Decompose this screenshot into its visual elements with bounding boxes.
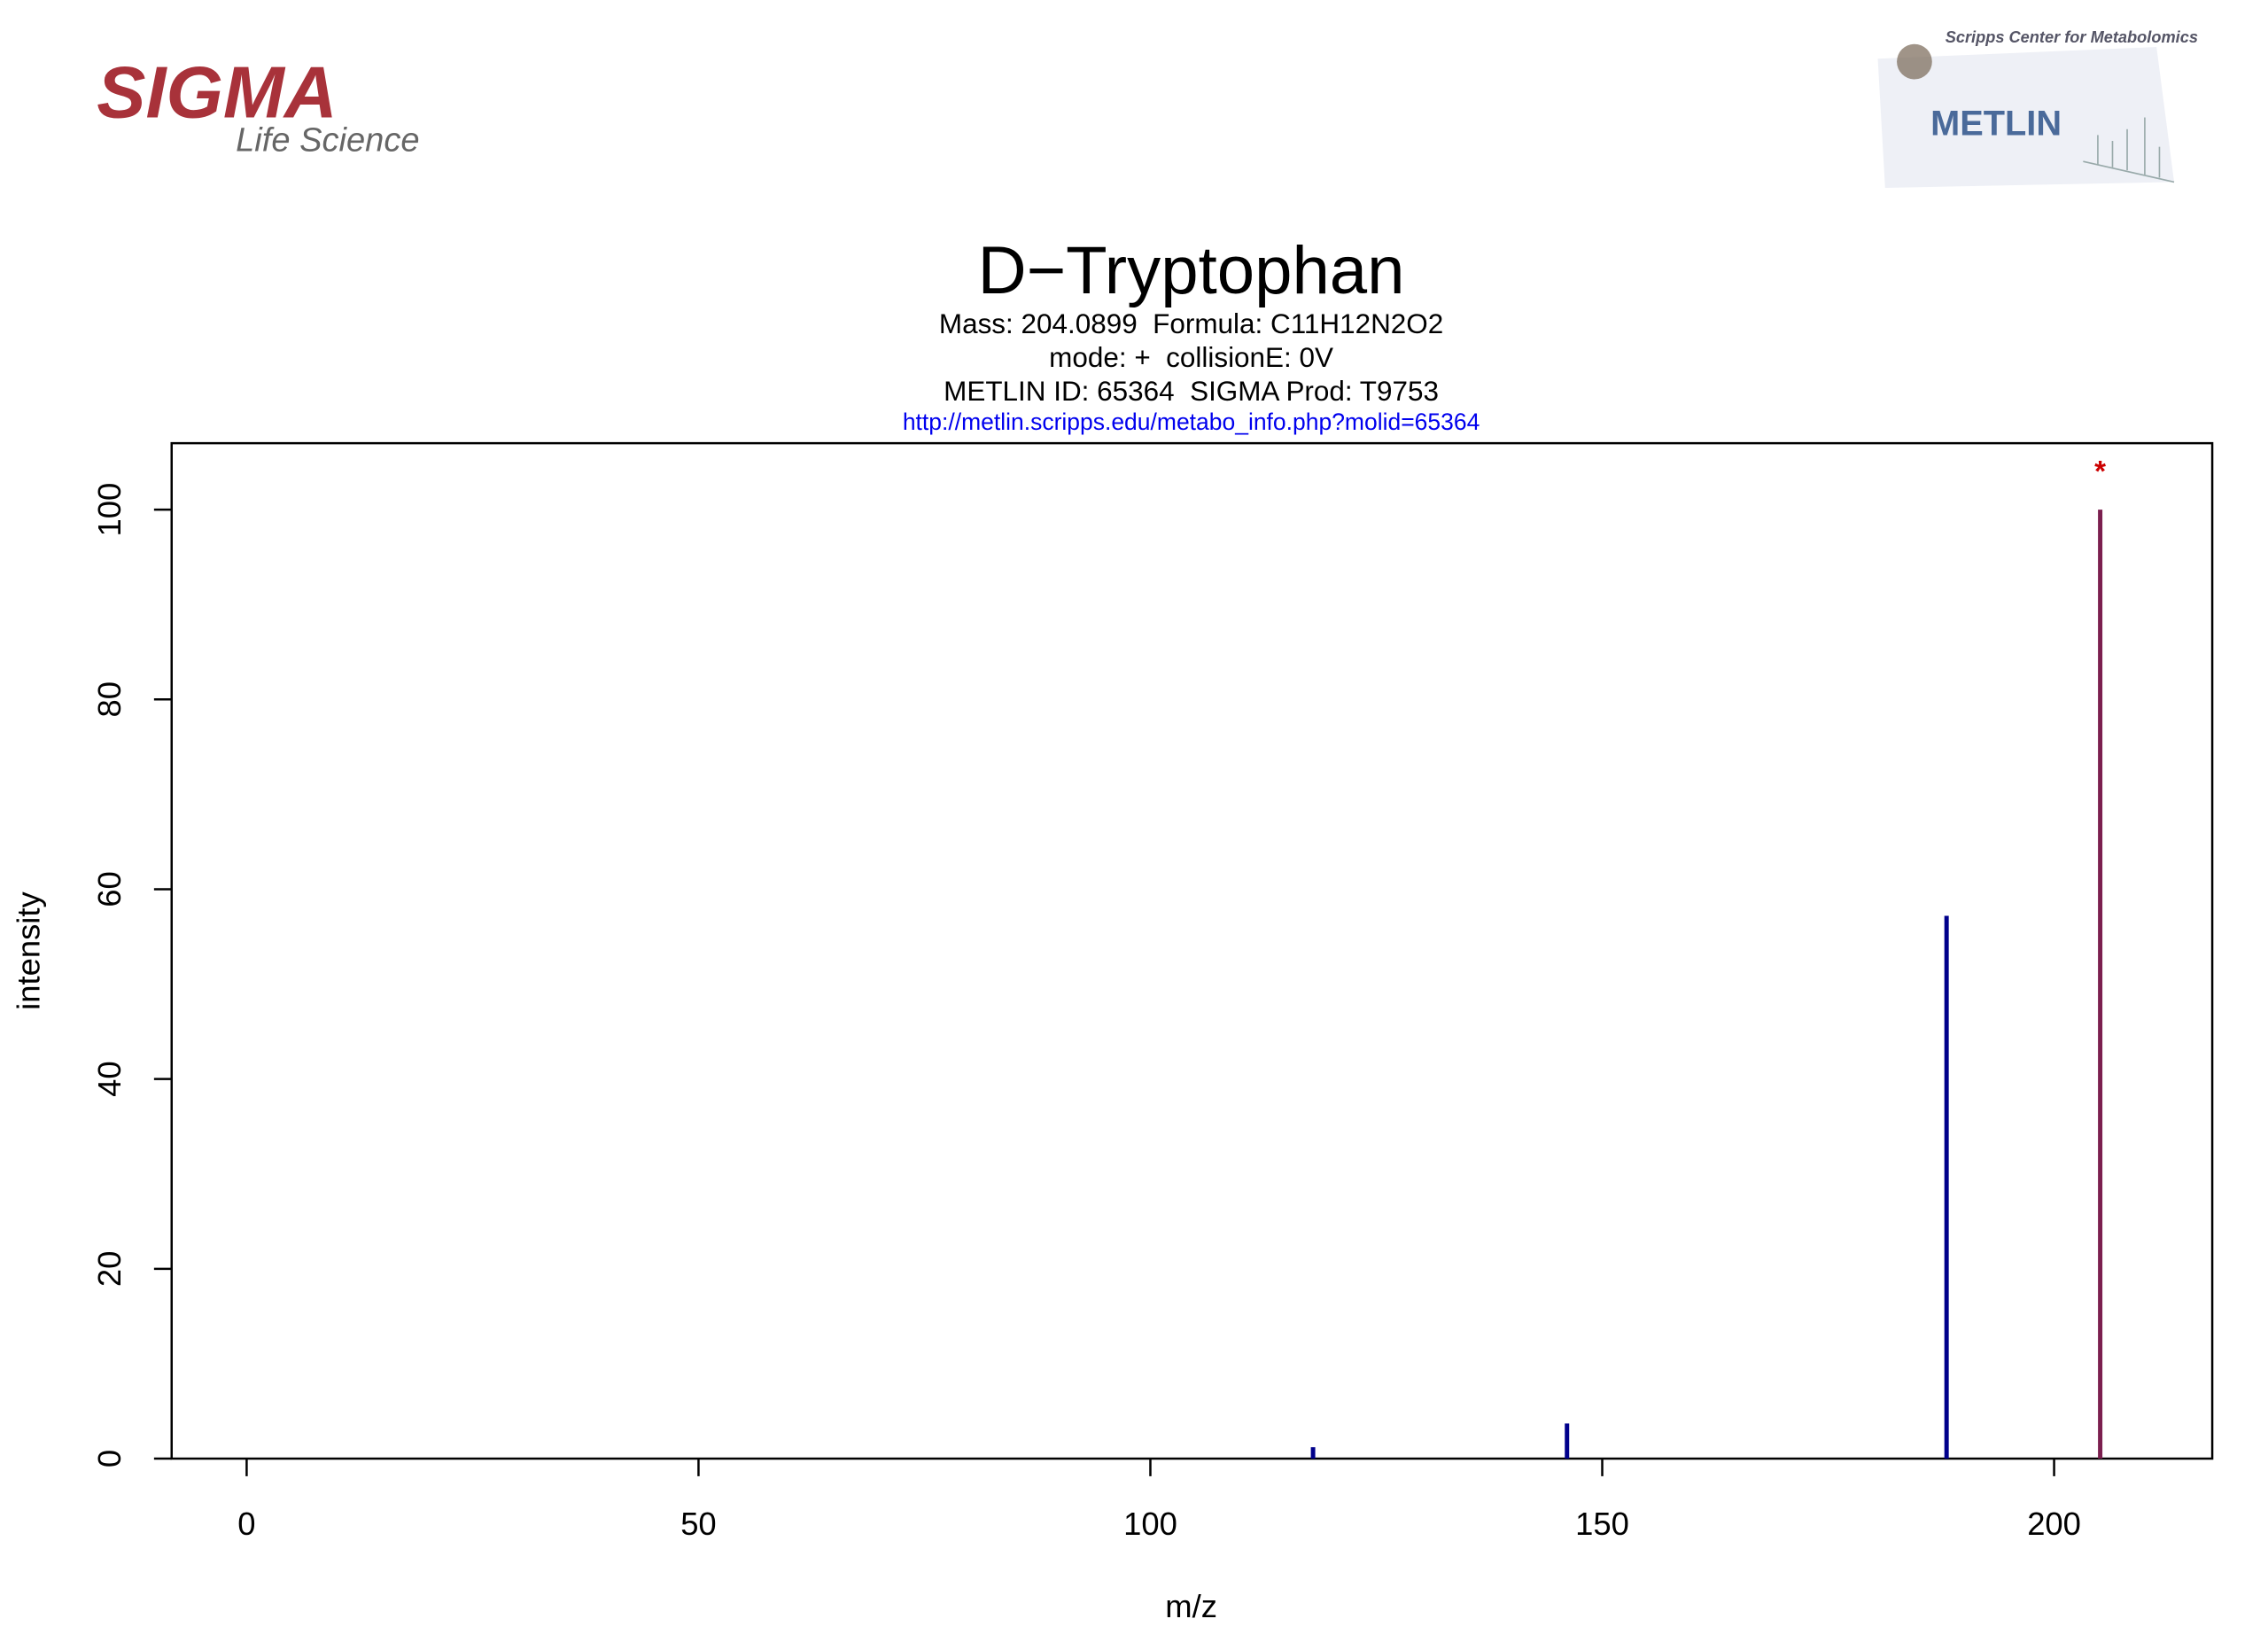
subtitle: Mass: 204.0899 Formula: C11H12N2O2	[939, 308, 1443, 339]
logo-name: METLIN	[1930, 104, 2062, 143]
annotation: *	[2094, 455, 2106, 488]
chart-title: D−Tryptophan	[978, 233, 1405, 308]
x-tick-label: 200	[2027, 1506, 2081, 1542]
logo-lines	[2083, 117, 2175, 183]
y-tick-label: 80	[91, 681, 128, 718]
logo-molecule	[1897, 43, 1932, 80]
y-tick-label: 60	[91, 871, 128, 907]
logo-name: SIGMA	[97, 51, 337, 134]
y-tick-label: 40	[91, 1061, 128, 1097]
sigma-logo: SIGMA Life Science	[97, 51, 419, 160]
metlin-logo: Scripps Center for Metabolomics METLIN	[1877, 28, 2198, 189]
link[interactable]: http://metlin.scripps.edu/metabo_info.ph…	[903, 409, 1480, 435]
y-tick-label: 100	[91, 483, 128, 537]
y-tick-label: 20	[91, 1251, 128, 1288]
x-tick-label: 50	[680, 1506, 717, 1542]
subtitle: mode: + collisionE: 0V	[1049, 342, 1333, 373]
x-axis-label: m/z	[1165, 1588, 1217, 1624]
logo-caption: Scripps Center for Metabolomics	[1946, 28, 2198, 46]
subtitle: METLIN ID: 65364 SIGMA Prod: T9753	[944, 376, 1439, 407]
plot-frame	[170, 441, 2214, 1460]
x-tick-label: 100	[1123, 1506, 1177, 1542]
x-tick-label: 150	[1575, 1506, 1629, 1542]
logo-backdrop	[1877, 47, 2175, 189]
x-tick-label: 0	[237, 1506, 255, 1542]
y-axis-label: intensity	[11, 891, 47, 1010]
y-tick-label: 0	[91, 1450, 128, 1467]
logo-tagline: Life Science	[236, 122, 419, 160]
